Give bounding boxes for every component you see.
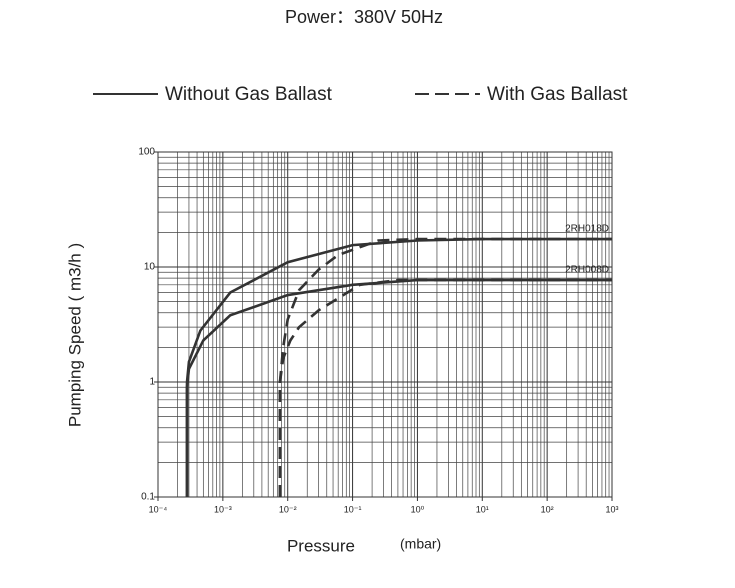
series-line — [278, 278, 612, 497]
series-line — [185, 237, 612, 497]
x-tick-label: 10² — [541, 504, 554, 514]
x-tick-label: 10³ — [605, 504, 618, 514]
x-tick-label: 10⁻⁴ — [149, 504, 168, 514]
x-tick-label: 10⁻³ — [214, 504, 232, 514]
series-label: 2RH018D — [565, 224, 609, 235]
y-tick-label: 10 — [144, 262, 156, 273]
x-axis-label: Pressure — [287, 536, 355, 555]
series-line — [278, 237, 612, 497]
y-tick-label: 0.1 — [141, 492, 155, 503]
y-tick-label: 100 — [138, 147, 155, 158]
x-tick-label: 10¹ — [476, 504, 489, 514]
chart-title: Power：380V 50Hz — [285, 7, 443, 27]
y-tick-label: 1 — [149, 377, 155, 388]
legend-label: Without Gas Ballast — [165, 84, 333, 105]
plot-frame — [157, 151, 613, 498]
series-line — [185, 278, 612, 497]
legend-label: With Gas Ballast — [487, 84, 628, 105]
series-label: 2RH008D — [565, 265, 609, 276]
x-tick-label: 10⁰ — [411, 504, 425, 514]
x-axis-unit: (mbar) — [400, 536, 441, 552]
x-tick-label: 10⁻¹ — [344, 504, 362, 514]
y-axis-label: Pumping Speed ( m3/h ) — [65, 243, 84, 427]
x-tick-label: 10⁻² — [279, 504, 297, 514]
